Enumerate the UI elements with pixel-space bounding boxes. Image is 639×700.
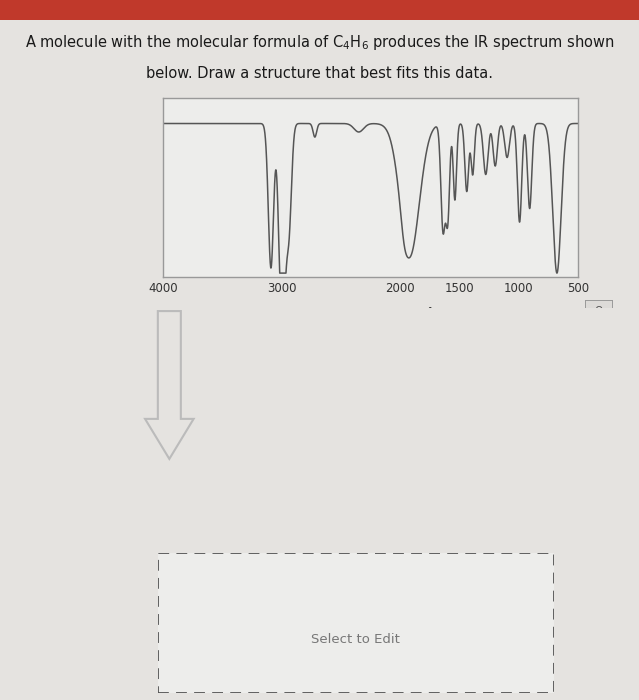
Text: A molecule with the molecular formula of C$_4$H$_6$ produces the IR spectrum sho: A molecule with the molecular formula of… xyxy=(25,33,614,52)
Text: 500: 500 xyxy=(567,282,589,295)
Text: Q: Q xyxy=(594,306,602,316)
Text: below. Draw a structure that best fits this data.: below. Draw a structure that best fits t… xyxy=(146,66,493,81)
Text: 1500: 1500 xyxy=(445,282,474,295)
Text: 1000: 1000 xyxy=(504,282,534,295)
Text: 4000: 4000 xyxy=(148,282,178,295)
Text: 2000: 2000 xyxy=(385,282,415,295)
Text: Wavenumbers (cm$^{-1}$): Wavenumbers (cm$^{-1}$) xyxy=(302,306,440,324)
Text: 3000: 3000 xyxy=(267,282,296,295)
Text: Select to Edit: Select to Edit xyxy=(311,634,401,646)
